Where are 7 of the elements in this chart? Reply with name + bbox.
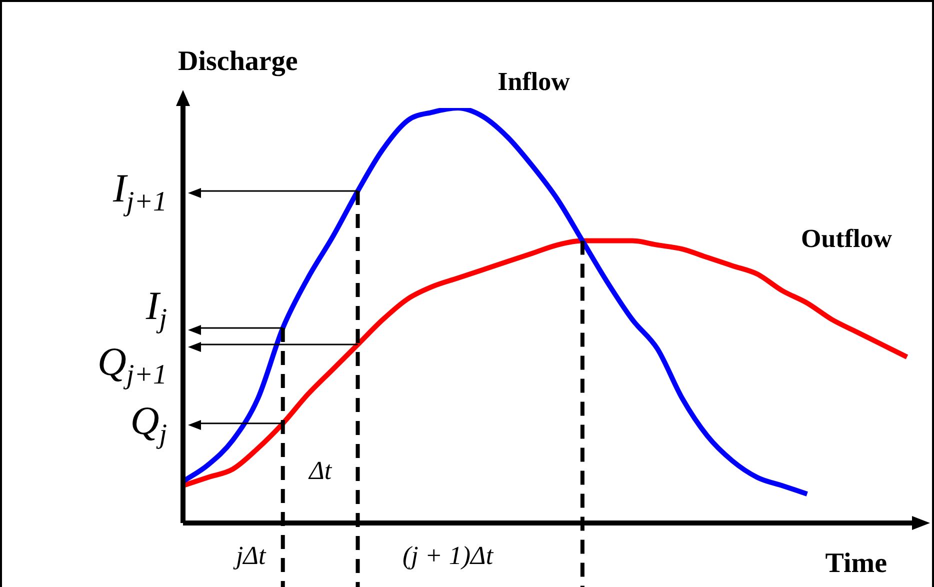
text: (j + 1)Δt: [402, 540, 494, 570]
x-axis-title: Time: [825, 548, 887, 579]
series-label: Inflow: [498, 67, 570, 96]
annotation: Δt: [308, 456, 332, 485]
text: jΔt: [233, 540, 266, 570]
y-axis-title: Discharge: [178, 46, 298, 77]
series-label: Outflow: [801, 224, 892, 253]
